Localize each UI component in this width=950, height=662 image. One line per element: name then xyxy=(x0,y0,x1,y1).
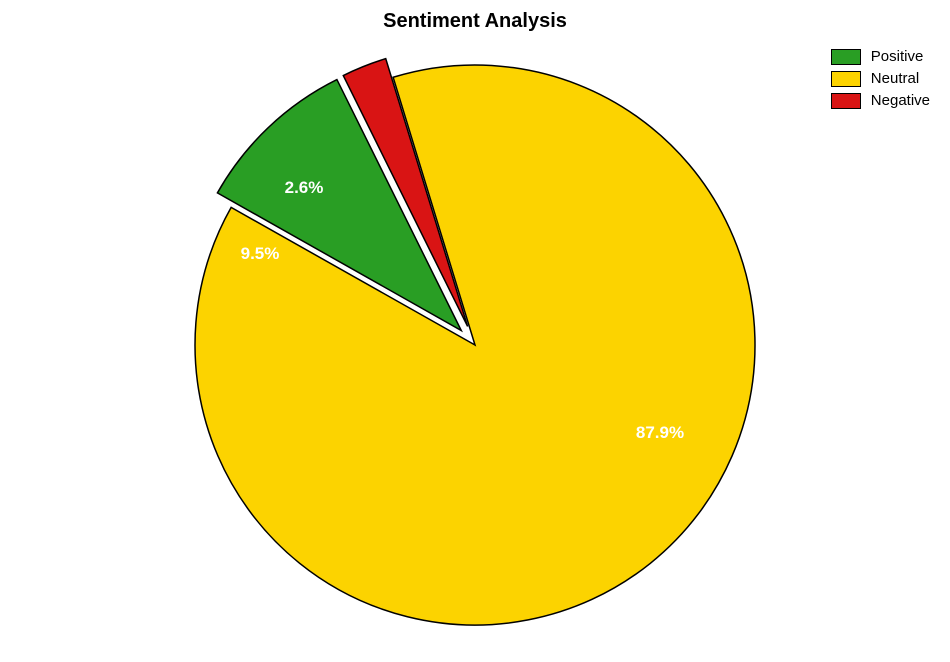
legend: Positive Neutral Negative xyxy=(831,48,930,114)
legend-swatch-positive xyxy=(831,49,861,65)
slice-label-positive: 9.5% xyxy=(241,244,280,264)
legend-item-positive: Positive xyxy=(831,48,930,65)
slice-label-negative: 2.6% xyxy=(285,178,324,198)
legend-swatch-negative xyxy=(831,93,861,109)
legend-item-neutral: Neutral xyxy=(831,70,930,87)
legend-swatch-neutral xyxy=(831,71,861,87)
slice-label-neutral: 87.9% xyxy=(636,423,684,443)
chart-title: Sentiment Analysis xyxy=(383,10,567,33)
legend-label-negative: Negative xyxy=(871,92,930,109)
legend-label-positive: Positive xyxy=(871,48,924,65)
pie-svg xyxy=(180,50,780,650)
sentiment-pie-chart: Sentiment Analysis Positive Neutral Nega… xyxy=(0,0,950,662)
legend-label-neutral: Neutral xyxy=(871,70,919,87)
legend-item-negative: Negative xyxy=(831,92,930,109)
